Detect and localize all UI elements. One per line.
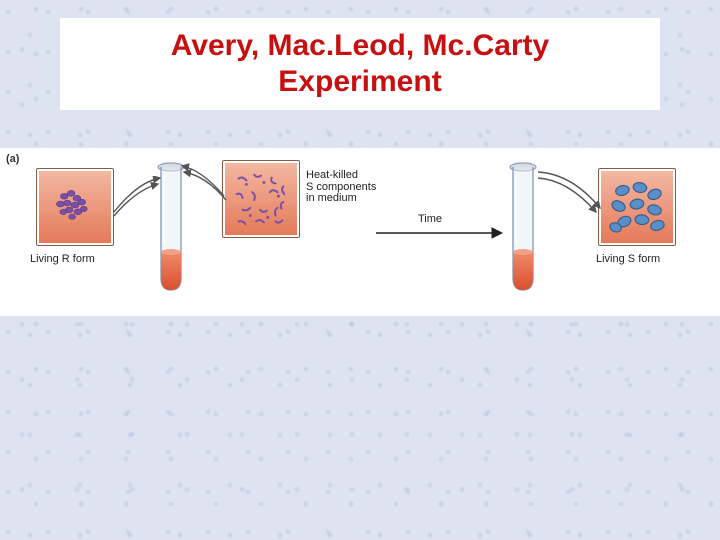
title-box: Avery, Mac.Leod, Mc.Carty Experiment (60, 18, 660, 110)
arrow-s-into-tube (178, 162, 238, 232)
label-heat-killed: Heat-killed S components in medium (306, 170, 376, 205)
time-arrow (374, 226, 504, 240)
arrow-tube-to-s (532, 168, 612, 248)
arrow-r-into-tube (108, 176, 168, 256)
label-living-s: Living S form (596, 254, 660, 266)
panel-label-a: (a) (6, 153, 19, 165)
label-time: Time (418, 214, 442, 226)
page-title: Avery, Mac.Leod, Mc.Carty Experiment (171, 28, 549, 100)
living-r-cells (39, 171, 111, 243)
living-r-panel (36, 168, 114, 246)
label-living-r: Living R form (30, 254, 95, 266)
